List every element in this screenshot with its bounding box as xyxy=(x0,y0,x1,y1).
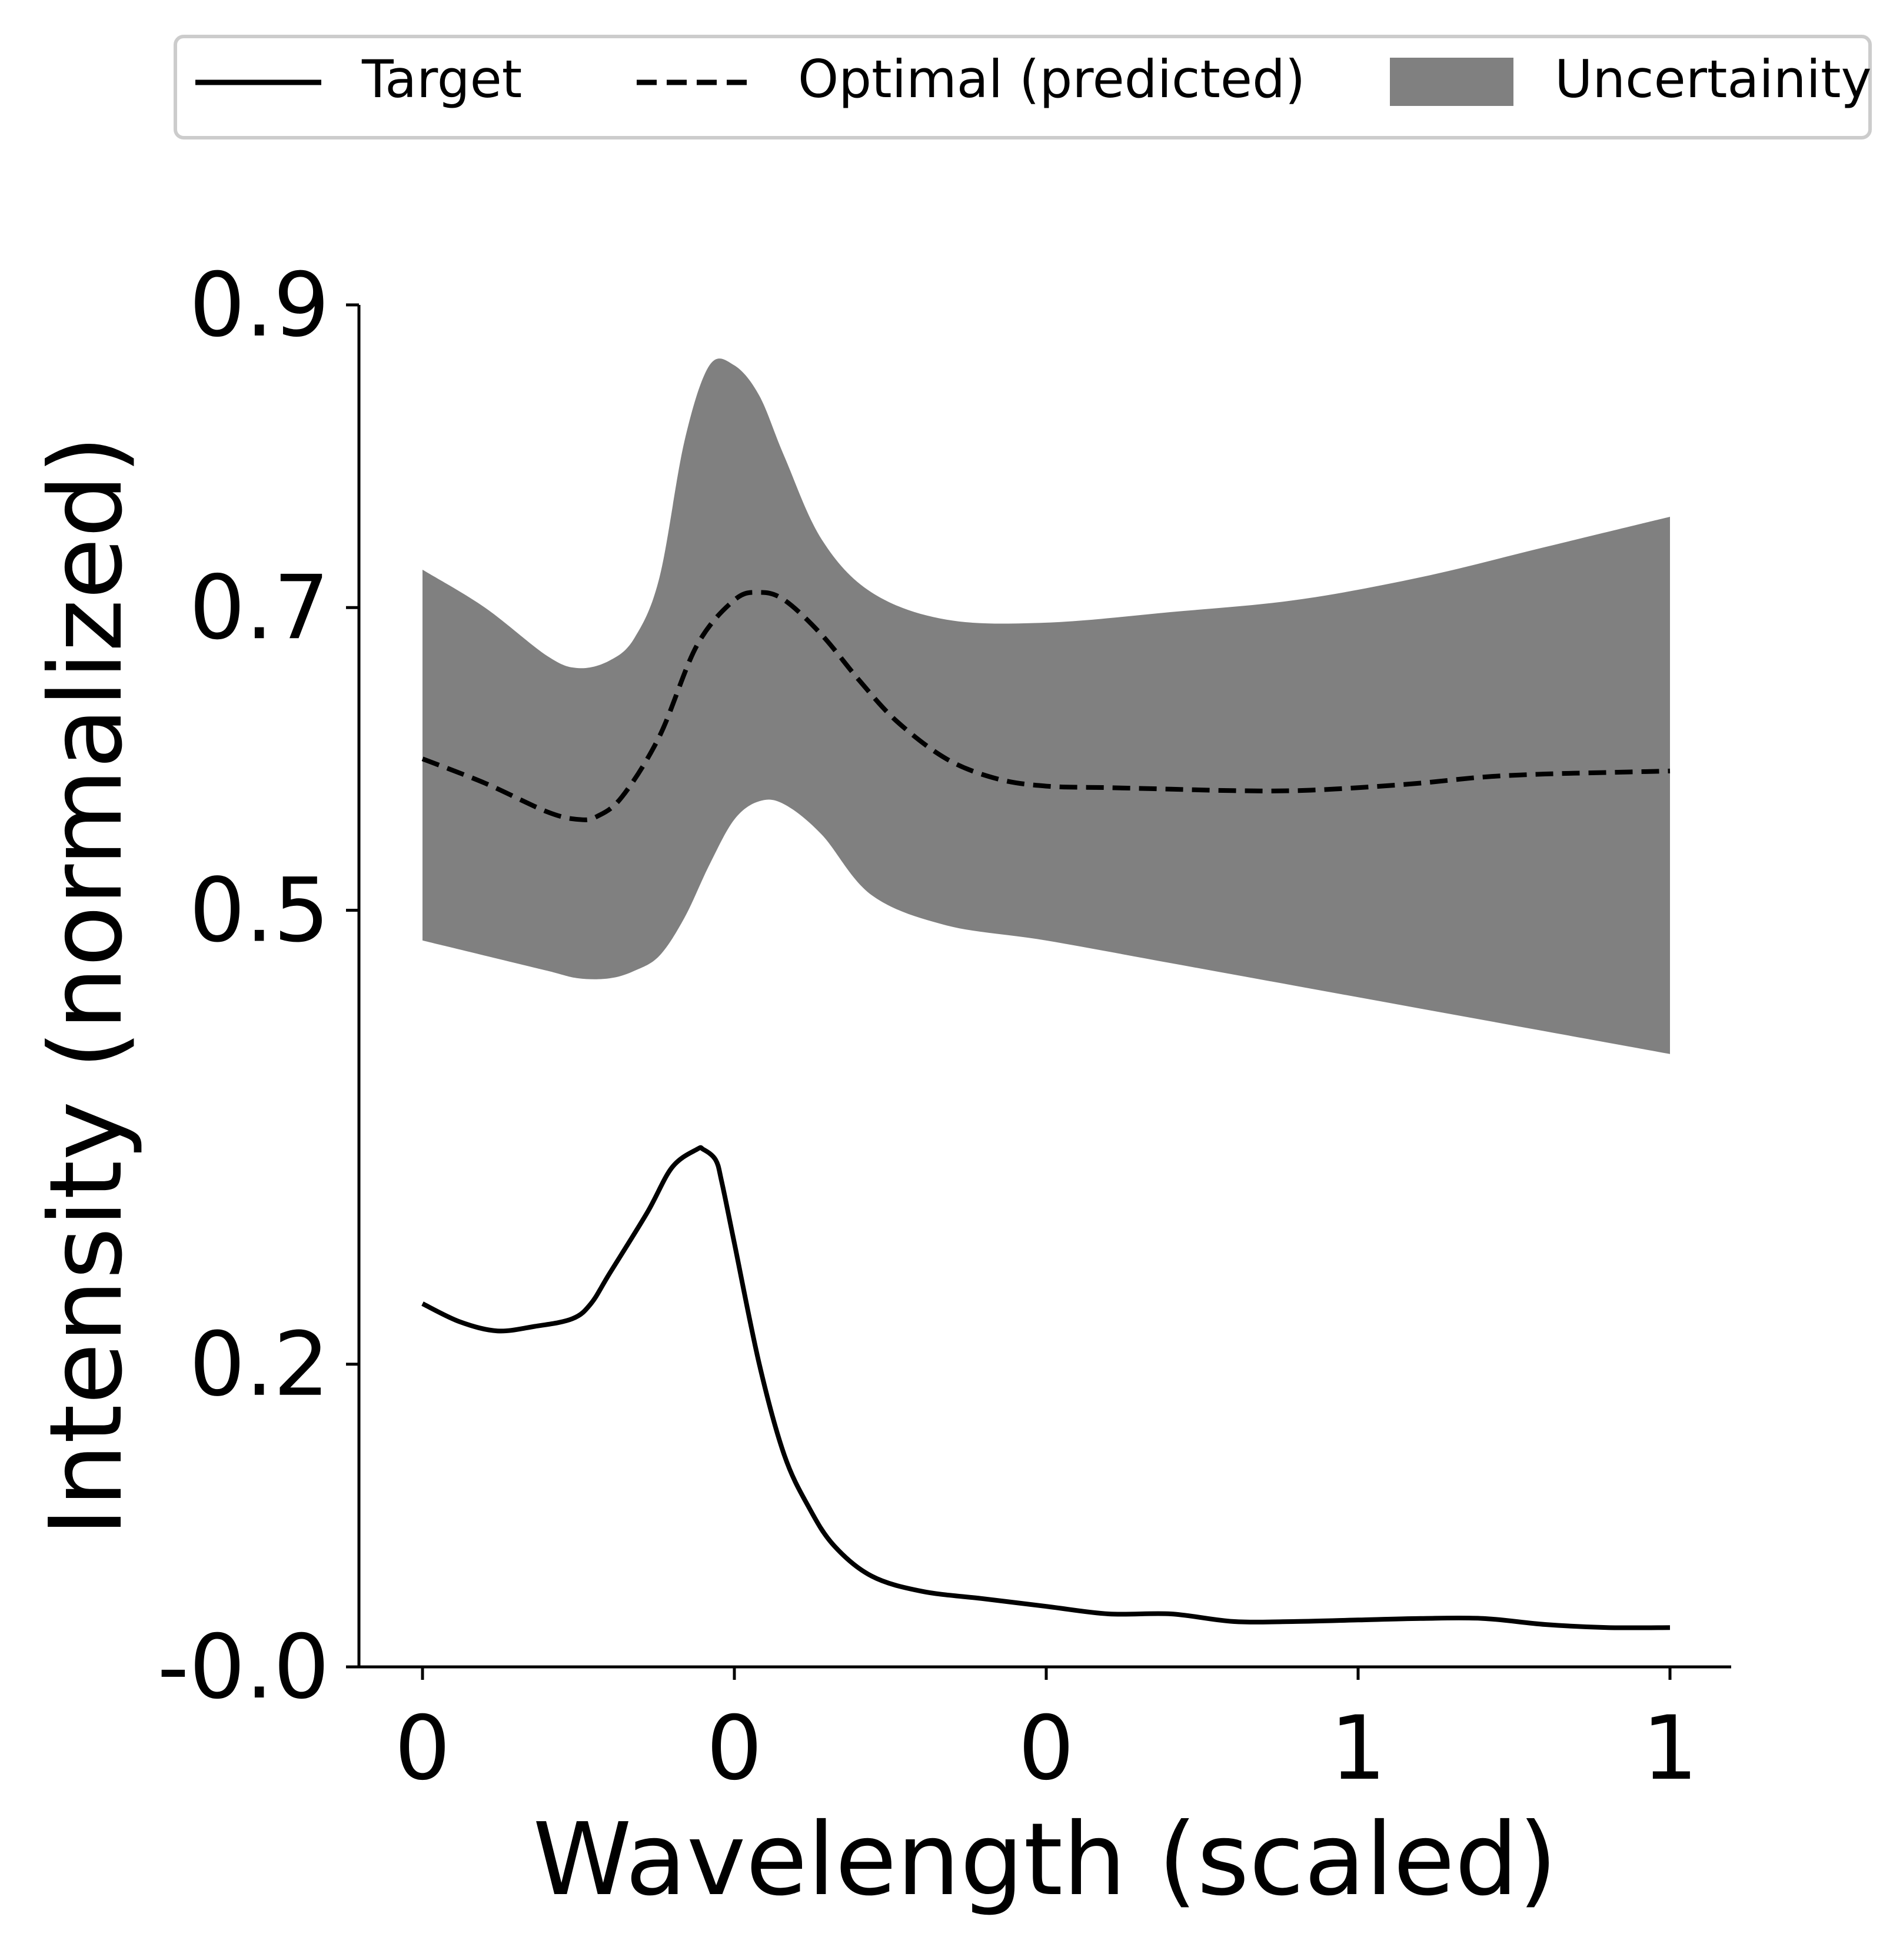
y-tick-label: 0.5 xyxy=(189,859,330,962)
axis-ticks: 0 0 0 1 1 -0.0 0.2 0.5 0.7 0.9 xyxy=(157,254,1698,1800)
legend: Target Optimal (predicted) Uncertainity xyxy=(174,35,1872,139)
legend-uncertainty-swatch xyxy=(1390,58,1513,106)
y-tick-label: 0.2 xyxy=(189,1314,330,1416)
y-tick-label: -0.0 xyxy=(157,1616,330,1719)
legend-target-label: Target xyxy=(361,49,522,109)
y-axis-title: Intensity (normalized) xyxy=(28,435,145,1536)
x-tick-label: 0 xyxy=(394,1697,450,1800)
y-tick-label: 0.9 xyxy=(189,254,330,357)
x-tick-label: 1 xyxy=(1330,1697,1386,1800)
legend-optimal-label: Optimal (predicted) xyxy=(798,49,1305,109)
x-tick-label: 0 xyxy=(706,1697,762,1800)
y-tick-label: 0.7 xyxy=(189,557,330,659)
x-tick-label: 0 xyxy=(1018,1697,1074,1800)
target-line xyxy=(421,1145,1671,1630)
x-tick-label: 1 xyxy=(1642,1697,1698,1800)
optimal-predicted-line xyxy=(421,590,1671,822)
legend-uncertainty-label: Uncertainity xyxy=(1555,49,1872,109)
x-axis-title: Wavelength (scaled) xyxy=(533,1802,1557,1918)
uncertainty-band xyxy=(422,358,1670,1054)
